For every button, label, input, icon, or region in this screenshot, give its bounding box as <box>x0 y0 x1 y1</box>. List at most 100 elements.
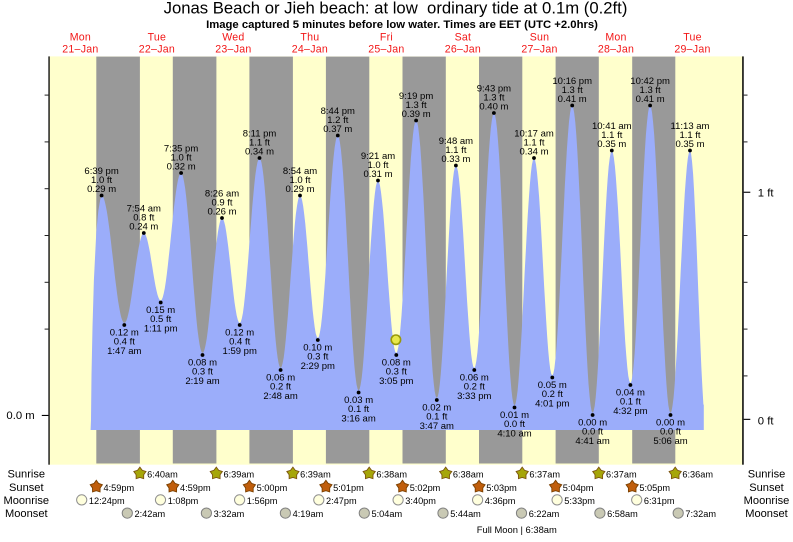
svg-text:1.0 ft: 1.0 ft <box>289 175 310 186</box>
svg-text:0.9 ft: 0.9 ft <box>211 197 232 208</box>
svg-text:Tue: Tue <box>148 32 167 44</box>
svg-text:10:42 pm: 10:42 pm <box>630 76 670 87</box>
svg-text:0.06 m: 0.06 m <box>460 373 489 384</box>
svg-text:6:39 pm: 6:39 pm <box>84 166 118 177</box>
svg-text:7:35 pm: 7:35 pm <box>164 143 198 154</box>
svg-text:9:48 am: 9:48 am <box>439 136 473 147</box>
svg-text:0.3 ft: 0.3 ft <box>192 367 213 378</box>
svg-text:6:39am: 6:39am <box>224 470 255 480</box>
svg-text:0.02 m: 0.02 m <box>422 403 451 414</box>
svg-text:0.12 m: 0.12 m <box>110 328 139 339</box>
svg-text:Moonrise: Moonrise <box>3 495 49 507</box>
svg-text:4:19am: 4:19am <box>293 509 324 519</box>
svg-text:10:41 am: 10:41 am <box>592 121 632 132</box>
svg-text:4:59pm: 4:59pm <box>104 483 135 493</box>
svg-text:1.1 ft: 1.1 ft <box>679 130 700 141</box>
svg-text:0.4 ft: 0.4 ft <box>229 337 250 348</box>
svg-text:5:02pm: 5:02pm <box>410 483 441 493</box>
svg-text:6:37am: 6:37am <box>529 470 560 480</box>
svg-text:21–Jan: 21–Jan <box>62 43 98 55</box>
svg-text:3:33 pm: 3:33 pm <box>457 391 491 402</box>
svg-text:0.08 m: 0.08 m <box>382 358 411 369</box>
svg-text:1.3 ft: 1.3 ft <box>406 100 427 111</box>
svg-text:1:47 am: 1:47 am <box>107 346 141 357</box>
svg-text:3:32am: 3:32am <box>214 509 245 519</box>
svg-text:Image captured 5 minutes befor: Image captured 5 minutes before low wate… <box>206 19 598 31</box>
svg-text:0.32 m: 0.32 m <box>167 162 196 173</box>
svg-text:Tue: Tue <box>683 32 702 44</box>
svg-text:4:01 pm: 4:01 pm <box>535 398 569 409</box>
svg-text:Wed: Wed <box>222 32 244 44</box>
svg-text:2:42am: 2:42am <box>135 509 166 519</box>
svg-text:25–Jan: 25–Jan <box>368 43 404 55</box>
svg-text:1.1 ft: 1.1 ft <box>523 137 544 148</box>
svg-text:1.1 ft: 1.1 ft <box>445 145 466 156</box>
svg-text:0.2 ft: 0.2 ft <box>464 382 485 393</box>
svg-text:9:43 pm: 9:43 pm <box>477 83 511 94</box>
svg-text:5:05pm: 5:05pm <box>639 483 670 493</box>
svg-text:0.00 m: 0.00 m <box>578 418 607 429</box>
svg-text:0.31 m: 0.31 m <box>363 169 392 180</box>
svg-text:Sat: Sat <box>455 32 472 44</box>
svg-text:12:24pm: 12:24pm <box>89 496 125 506</box>
svg-text:0.3 ft: 0.3 ft <box>307 352 328 363</box>
svg-text:1.1 ft: 1.1 ft <box>249 137 270 148</box>
svg-text:0.41 m: 0.41 m <box>636 94 665 105</box>
svg-text:0.41 m: 0.41 m <box>558 94 587 105</box>
svg-text:6:38am: 6:38am <box>453 470 484 480</box>
svg-text:0.0 ft: 0.0 ft <box>660 427 681 438</box>
svg-text:Sun: Sun <box>530 32 550 44</box>
svg-text:4:10 am: 4:10 am <box>497 428 531 439</box>
svg-text:10:16 pm: 10:16 pm <box>552 76 592 87</box>
svg-text:0.3 ft: 0.3 ft <box>386 367 407 378</box>
svg-text:0.35 m: 0.35 m <box>597 139 626 150</box>
svg-text:1:56pm: 1:56pm <box>247 496 278 506</box>
svg-text:0.33 m: 0.33 m <box>441 154 470 165</box>
svg-text:4:36pm: 4:36pm <box>485 496 516 506</box>
svg-text:5:03pm: 5:03pm <box>486 483 517 493</box>
svg-text:4:32 pm: 4:32 pm <box>613 406 647 417</box>
svg-text:5:33pm: 5:33pm <box>564 496 595 506</box>
svg-text:1.3 ft: 1.3 ft <box>483 92 504 103</box>
svg-text:22–Jan: 22–Jan <box>139 43 175 55</box>
svg-text:Moonset: Moonset <box>745 508 788 520</box>
svg-text:0.03 m: 0.03 m <box>344 395 373 406</box>
svg-text:6:38am: 6:38am <box>376 470 407 480</box>
svg-text:3:40pm: 3:40pm <box>405 496 436 506</box>
svg-text:Sunrise: Sunrise <box>748 469 786 481</box>
svg-text:0.2 ft: 0.2 ft <box>270 382 291 393</box>
svg-text:Mon: Mon <box>70 32 91 44</box>
svg-text:0.0 ft: 0.0 ft <box>582 427 603 438</box>
svg-text:10:17 am: 10:17 am <box>514 128 554 139</box>
svg-text:0.29 m: 0.29 m <box>285 184 314 195</box>
svg-text:0.40 m: 0.40 m <box>479 102 508 113</box>
svg-text:0.10 m: 0.10 m <box>303 343 332 354</box>
svg-text:6:39am: 6:39am <box>300 470 331 480</box>
svg-text:8:44 pm: 8:44 pm <box>321 106 355 117</box>
svg-text:2:29 pm: 2:29 pm <box>301 361 335 372</box>
svg-text:5:00pm: 5:00pm <box>257 483 288 493</box>
svg-text:27–Jan: 27–Jan <box>521 43 557 55</box>
svg-text:24–Jan: 24–Jan <box>292 43 328 55</box>
svg-text:0.39 m: 0.39 m <box>402 109 431 120</box>
svg-text:0.4 ft: 0.4 ft <box>114 337 135 348</box>
svg-text:Full Moon | 6:38am: Full Moon | 6:38am <box>477 524 557 535</box>
svg-text:0.15 m: 0.15 m <box>146 305 175 316</box>
svg-text:0.1 ft: 0.1 ft <box>426 412 447 423</box>
svg-text:1.3 ft: 1.3 ft <box>562 85 583 96</box>
svg-text:0.34 m: 0.34 m <box>519 147 548 158</box>
svg-text:0.00 m: 0.00 m <box>656 418 685 429</box>
svg-text:4:41 am: 4:41 am <box>575 436 609 447</box>
svg-text:0.1 ft: 0.1 ft <box>620 397 641 408</box>
svg-text:3:16 am: 3:16 am <box>341 413 375 424</box>
svg-text:0.37 m: 0.37 m <box>323 124 352 135</box>
svg-text:1:08pm: 1:08pm <box>168 496 199 506</box>
svg-text:23–Jan: 23–Jan <box>215 43 251 55</box>
svg-text:0.34 m: 0.34 m <box>245 147 274 158</box>
svg-text:5:44am: 5:44am <box>450 509 481 519</box>
svg-text:8:26 am: 8:26 am <box>205 188 239 199</box>
svg-text:29–Jan: 29–Jan <box>674 43 710 55</box>
svg-text:Moonset: Moonset <box>5 508 48 520</box>
svg-text:1.2 ft: 1.2 ft <box>327 115 348 126</box>
svg-text:0.29 m: 0.29 m <box>87 184 116 195</box>
